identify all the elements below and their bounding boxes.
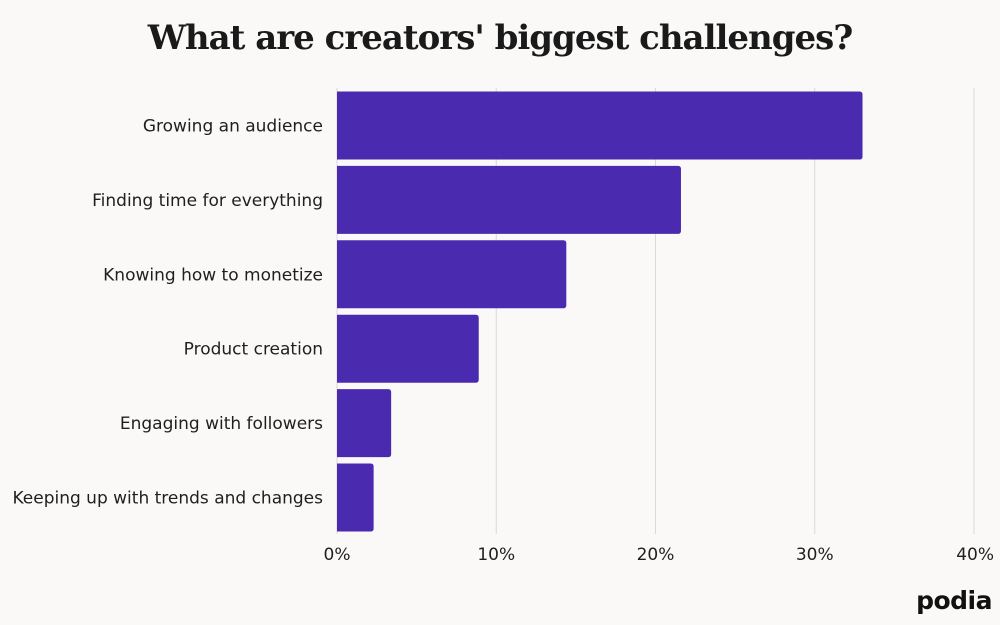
category-label: Engaging with followers — [120, 414, 323, 434]
bar — [337, 389, 392, 458]
x-tick-label: 0% — [324, 545, 351, 565]
bar — [337, 165, 681, 234]
x-tick-label: 40% — [956, 545, 994, 565]
bar — [337, 314, 479, 383]
x-tick-label: 30% — [796, 545, 834, 565]
category-label: Keeping up with trends and changes — [12, 489, 323, 509]
gridlines — [336, 88, 975, 534]
category-label: Product creation — [184, 340, 323, 360]
bar — [337, 463, 374, 532]
chart-title: What are creators' biggest challenges? — [147, 18, 854, 58]
x-axis-tick-labels: 0% 10% 20% 30% 40% — [324, 545, 994, 565]
x-tick-label: 20% — [637, 545, 675, 565]
bar — [337, 91, 863, 160]
bars — [337, 91, 863, 532]
category-label: Growing an audience — [143, 117, 323, 137]
x-tick-label: 10% — [477, 545, 515, 565]
category-labels: Growing an audience Finding time for ever… — [12, 117, 323, 509]
category-label: Knowing how to monetize — [103, 265, 323, 285]
bar — [337, 240, 567, 309]
category-label: Finding time for everything — [92, 191, 323, 211]
podia-logo: podia — [916, 586, 992, 615]
